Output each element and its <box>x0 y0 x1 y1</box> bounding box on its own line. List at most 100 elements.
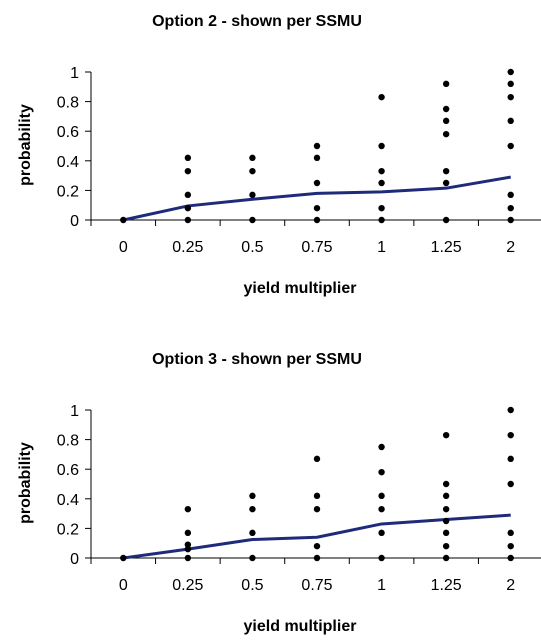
data-point <box>443 168 449 174</box>
data-point <box>378 168 384 174</box>
data-point <box>508 432 514 438</box>
data-point <box>378 143 384 149</box>
data-point <box>443 530 449 536</box>
data-point <box>443 506 449 512</box>
data-point <box>249 530 255 536</box>
data-point <box>508 192 514 198</box>
data-point <box>314 155 320 161</box>
plot-area: 0 0.2 0.4 0.6 0.8 1 0 0.25 0.5 0.75 1 1.25 2 <box>57 403 541 594</box>
data-point <box>443 481 449 487</box>
x-tick-label: 0.25 <box>172 239 203 256</box>
data-point <box>249 217 255 223</box>
data-point <box>508 94 514 100</box>
y-tick-label: 0.4 <box>57 154 79 171</box>
y-tick-label: 0.2 <box>57 521 79 538</box>
y-tick-label: 0.2 <box>57 183 79 200</box>
chart-option-2: Option 2 - shown per SSMU probability yi… <box>0 0 541 300</box>
data-point <box>443 106 449 112</box>
data-point <box>508 456 514 462</box>
y-axis-label: probability <box>17 104 34 186</box>
y-tick-label: 1 <box>70 403 79 420</box>
data-point <box>508 205 514 211</box>
data-point <box>249 506 255 512</box>
y-tick-label: 0.8 <box>57 433 79 450</box>
data-point <box>314 493 320 499</box>
chart-option-3: Option 3 - shown per SSMU probability yi… <box>0 338 541 638</box>
data-point <box>120 217 126 223</box>
y-tick-label: 0 <box>70 213 79 230</box>
data-point <box>378 530 384 536</box>
data-point <box>120 555 126 561</box>
x-tick-label: 1 <box>377 239 386 256</box>
data-point <box>185 506 191 512</box>
data-point <box>378 217 384 223</box>
y-tick-label: 0.6 <box>57 462 79 479</box>
data-point <box>508 81 514 87</box>
data-point <box>443 131 449 137</box>
data-point <box>185 541 191 547</box>
y-tick-label: 1 <box>70 65 79 82</box>
data-point <box>249 493 255 499</box>
data-point <box>378 493 384 499</box>
data-point <box>443 180 449 186</box>
y-tick-label: 0.6 <box>57 124 79 141</box>
x-tick-label: 0.5 <box>241 577 263 594</box>
data-point <box>314 217 320 223</box>
data-point <box>508 118 514 124</box>
data-point <box>185 155 191 161</box>
data-point <box>378 444 384 450</box>
data-point <box>249 155 255 161</box>
x-tick-label: 0.25 <box>172 577 203 594</box>
x-tick-label: 1.25 <box>431 577 462 594</box>
x-tick-label: 1 <box>377 577 386 594</box>
data-point <box>508 217 514 223</box>
plot-area: 0 0.2 0.4 0.6 0.8 1 0 0.25 0.5 0.75 1 1.25 2 <box>57 65 541 256</box>
data-point <box>508 143 514 149</box>
y-tick-label: 0.4 <box>57 492 79 509</box>
chart-panel-option-3: Option 3 - shown per SSMU probability yi… <box>0 338 541 638</box>
y-axis-label: probability <box>17 442 34 524</box>
data-point <box>443 118 449 124</box>
x-tick-label: 0 <box>119 577 128 594</box>
data-point <box>378 506 384 512</box>
x-tick-label: 2 <box>506 239 515 256</box>
data-point <box>378 469 384 475</box>
x-axis-label: yield multiplier <box>244 280 357 297</box>
x-axis-label: yield multiplier <box>244 618 357 635</box>
x-tick-label: 0 <box>119 239 128 256</box>
x-tick-label: 0.5 <box>241 239 263 256</box>
data-point <box>249 192 255 198</box>
data-point <box>185 217 191 223</box>
chart-panel-option-2: Option 2 - shown per SSMU probability yi… <box>0 0 541 300</box>
data-point <box>508 530 514 536</box>
data-point <box>314 180 320 186</box>
data-point <box>185 192 191 198</box>
data-point <box>443 543 449 549</box>
x-tick-label: 2 <box>506 577 515 594</box>
data-point <box>508 69 514 75</box>
data-point <box>314 543 320 549</box>
data-point <box>443 555 449 561</box>
data-point <box>508 481 514 487</box>
data-point <box>314 143 320 149</box>
mean-line <box>123 515 510 558</box>
data-point <box>185 555 191 561</box>
data-point <box>185 168 191 174</box>
data-point <box>185 530 191 536</box>
chart-title: Option 3 - shown per SSMU <box>152 351 362 368</box>
data-point <box>443 493 449 499</box>
x-tick-label: 1.25 <box>431 239 462 256</box>
data-point <box>249 555 255 561</box>
data-point <box>378 205 384 211</box>
data-point <box>443 432 449 438</box>
data-point <box>378 555 384 561</box>
data-point <box>508 555 514 561</box>
data-point <box>443 518 449 524</box>
data-point <box>378 180 384 186</box>
x-tick-label: 0.75 <box>301 239 332 256</box>
y-tick-label: 0 <box>70 551 79 568</box>
data-point <box>314 456 320 462</box>
data-point <box>443 217 449 223</box>
data-point <box>314 205 320 211</box>
data-point <box>249 168 255 174</box>
